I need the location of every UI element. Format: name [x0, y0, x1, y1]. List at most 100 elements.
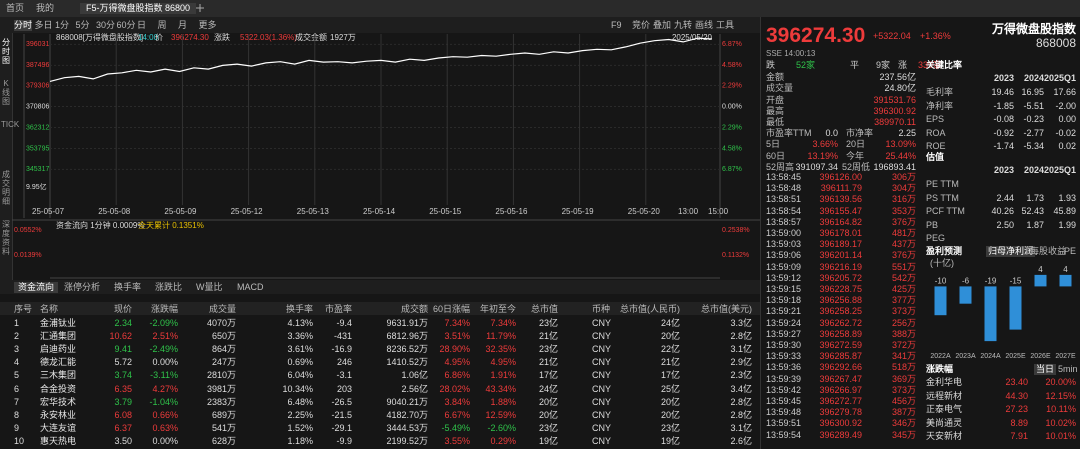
table-cell: 9.41: [114, 344, 132, 355]
ratio-value: -0.02: [1055, 127, 1076, 138]
bottom-tab[interactable]: W量比: [196, 282, 223, 292]
bottom-tab[interactable]: 资金流向: [14, 282, 59, 293]
forecast-category: 2025E: [1005, 353, 1026, 360]
table-cell: 11.79%: [486, 331, 516, 342]
movers-tab[interactable]: 当日: [1034, 364, 1057, 375]
bottom-tab[interactable]: MACD: [237, 282, 264, 292]
forecast-tab[interactable]: 每股收益: [1030, 246, 1067, 256]
mover-pct: 12.15%: [1045, 390, 1076, 401]
tab[interactable]: F5-万得微盘股指数 86800: [80, 3, 197, 14]
period-button[interactable]: 更多: [198, 20, 217, 30]
stat-value: 391097.34: [795, 161, 838, 172]
table-cell: 三木集团: [40, 370, 77, 381]
table-header-bg: [0, 302, 760, 315]
table-cell: 1.88%: [490, 396, 516, 407]
table-cell: 9: [14, 422, 20, 433]
stat-label: 最高: [766, 105, 785, 116]
tick-time: 13:58:57: [766, 216, 802, 227]
tick-volume: 387万: [891, 407, 916, 418]
bottom-tab[interactable]: 换手率: [114, 282, 142, 292]
tab[interactable]: 首页: [6, 3, 25, 13]
tick-time: 13:59:21: [766, 306, 802, 317]
ratio-label: 毛利率: [926, 87, 954, 97]
tick-volume: 373万: [891, 384, 916, 395]
side-tab[interactable]: 成交明细: [2, 170, 10, 206]
tick-volume: 425万: [891, 284, 916, 294]
table-cell: 21亿: [538, 357, 558, 368]
tick-time: 13:59:36: [766, 362, 802, 373]
tool-button[interactable]: 工具: [716, 20, 735, 30]
tool-button[interactable]: F9: [611, 20, 622, 30]
table-cell: 23亿: [538, 318, 558, 328]
period-button[interactable]: 月: [178, 20, 188, 30]
y2-tick-label: 6.87%: [722, 41, 742, 48]
tool-button[interactable]: 竞价: [632, 20, 651, 30]
forecast-tab[interactable]: PE: [1064, 246, 1077, 256]
period-button[interactable]: 30分: [96, 20, 116, 30]
table-cell: 5: [14, 370, 20, 381]
stat-label: 52周高: [766, 161, 795, 172]
stat-label: 20日: [846, 139, 866, 150]
period-button[interactable]: 60分: [116, 20, 136, 30]
chart: 868008[万得微盘股指数]14:00价 396274.30 涨跌 5322.03(…: [12, 4, 760, 279]
stat-label: 52周低: [842, 161, 871, 172]
period-button[interactable]: 周: [157, 20, 167, 30]
movers-tab[interactable]: 5min: [1058, 364, 1078, 374]
ratio-label: ROA: [926, 127, 946, 138]
table-cell: -2.09%: [149, 318, 178, 328]
year-header: 2024: [1023, 165, 1044, 175]
table-cell: 汇通集团: [40, 331, 77, 342]
ratio-value: 16.95: [1021, 87, 1044, 97]
table-cell: 3.79: [114, 396, 132, 407]
table-cell: 启迪药业: [40, 344, 77, 355]
table-cell: CNY: [592, 409, 612, 420]
tool-button[interactable]: 画线: [695, 20, 714, 30]
table-cell: 19亿: [538, 435, 558, 446]
table-cell: 10.34%: [282, 383, 313, 394]
bottom-tab[interactable]: 涨停分析: [64, 282, 101, 292]
y-tick-label: 396031: [26, 41, 49, 48]
side-tab[interactable]: 深度资料: [2, 220, 10, 256]
table-cell: 689万: [211, 409, 236, 420]
mover-name: 正泰电气: [926, 404, 963, 414]
period-button[interactable]: 1分: [55, 20, 70, 30]
table-cell: 德龙汇能: [40, 357, 77, 368]
tick-time: 13:59:33: [766, 351, 802, 362]
quote-name: 万得微盘股指数: [991, 22, 1076, 36]
period-button[interactable]: 日: [137, 20, 147, 30]
period-button[interactable]: 多日: [34, 20, 53, 30]
y-tick-label: 362312: [26, 124, 49, 131]
chart-header: 868008[万得微盘股指数]: [56, 32, 143, 42]
tool-button[interactable]: 九转: [674, 20, 693, 30]
tick-volume: 376万: [891, 250, 916, 261]
stat-label: 今年: [846, 150, 865, 161]
tab-bar: [0, 0, 1080, 17]
table-cell: 3: [14, 344, 20, 355]
table-cell: 6.86%: [444, 370, 470, 381]
tick-volume: 353万: [891, 205, 916, 216]
period-button[interactable]: 分时: [14, 20, 33, 31]
side-tab[interactable]: TICK: [1, 120, 20, 129]
period-button[interactable]: 5分: [75, 20, 90, 30]
table-cell: 涨跌幅: [150, 304, 178, 314]
breadth: 跌: [766, 60, 776, 70]
table-cell: 成交额: [400, 304, 428, 314]
y-tick-label: 353795: [26, 145, 49, 152]
tab[interactable]: 我的: [36, 3, 55, 13]
chart-header: 涨跌: [214, 32, 230, 42]
breadth: 339家: [918, 60, 943, 70]
table-cell: -431: [333, 331, 352, 342]
side-tab[interactable]: K线图: [2, 79, 10, 106]
ratio-label: PCF TTM: [926, 206, 965, 216]
table-cell: 1.91%: [490, 370, 516, 381]
bottom-tab[interactable]: 涨跌比: [155, 282, 183, 292]
table-cell: -16.9: [331, 344, 352, 355]
x-tick-label: 25-05-12: [231, 207, 264, 216]
year-header: 2025Q1: [1043, 165, 1076, 175]
forecast-bar: [1059, 274, 1072, 287]
chart-header: 396274.30: [171, 33, 209, 42]
tool-button[interactable]: 叠加: [653, 20, 672, 30]
tick-volume: 369万: [891, 373, 916, 384]
side-tab[interactable]: 分时图: [2, 38, 10, 65]
forecast-tab[interactable]: 归母净利润: [986, 246, 1036, 257]
